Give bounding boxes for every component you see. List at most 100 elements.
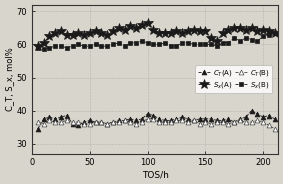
$S_x$(B)	[48, 47, 51, 49]
$S_x$(B)	[209, 43, 213, 46]
$C_T$(B)	[273, 128, 276, 130]
$C_T$(A)	[123, 119, 126, 122]
$C_T$(B)	[123, 119, 126, 122]
$C_T$(A)	[233, 121, 236, 123]
$C_T$(A)	[106, 123, 109, 125]
$S_x$(A)	[204, 30, 207, 32]
$C_T$(A)	[192, 119, 196, 122]
$C_T$(A)	[175, 118, 178, 120]
$C_T$(B)	[198, 123, 201, 125]
$S_x$(A)	[146, 22, 149, 24]
$C_T$(B)	[36, 121, 40, 123]
$C_T$(A)	[82, 121, 86, 123]
$C_T$(B)	[169, 121, 172, 123]
$S_x$(B)	[186, 42, 190, 44]
$S_x$(A)	[106, 33, 109, 36]
$S_x$(B)	[221, 42, 224, 44]
$S_x$(A)	[169, 32, 172, 34]
$S_x$(B)	[94, 43, 97, 46]
$C_T$(B)	[244, 121, 248, 123]
$S_x$(A)	[88, 32, 92, 34]
$S_x$(B)	[227, 42, 230, 44]
$S_x$(B)	[65, 47, 68, 49]
$C_T$(B)	[204, 121, 207, 123]
$S_x$(A)	[256, 30, 259, 32]
$S_x$(B)	[273, 32, 276, 34]
$C_T$(B)	[106, 123, 109, 125]
$C_T$(B)	[215, 121, 219, 123]
$C_T$(B)	[192, 119, 196, 122]
$S_x$(B)	[88, 45, 92, 47]
$C_T$(A)	[134, 119, 138, 122]
$S_x$(B)	[163, 42, 167, 44]
$S_x$(A)	[94, 30, 97, 32]
$S_x$(B)	[261, 35, 265, 37]
Line: $C_T$(B): $C_T$(B)	[35, 116, 277, 131]
$S_x$(B)	[117, 42, 121, 44]
Line: $S_x$(A): $S_x$(A)	[33, 18, 280, 51]
$C_T$(A)	[59, 116, 63, 118]
$S_x$(A)	[134, 27, 138, 29]
$S_x$(B)	[181, 42, 184, 44]
$S_x$(B)	[238, 40, 242, 42]
$C_T$(A)	[238, 118, 242, 120]
$S_x$(A)	[163, 32, 167, 34]
$S_x$(B)	[42, 48, 45, 51]
$S_x$(A)	[53, 32, 57, 34]
$S_x$(B)	[134, 42, 138, 44]
$S_x$(B)	[140, 40, 143, 42]
$S_x$(A)	[215, 40, 219, 42]
$C_T$(B)	[221, 121, 224, 123]
$C_T$(B)	[65, 119, 68, 122]
$S_x$(A)	[157, 32, 161, 34]
$C_T$(A)	[267, 114, 271, 117]
$C_T$(A)	[36, 128, 40, 130]
$S_x$(B)	[59, 45, 63, 47]
$C_T$(B)	[134, 123, 138, 125]
$C_T$(A)	[261, 116, 265, 118]
$C_T$(B)	[261, 121, 265, 123]
$C_T$(A)	[181, 116, 184, 118]
$S_x$(A)	[209, 37, 213, 39]
$C_T$(B)	[100, 121, 103, 123]
$S_x$(A)	[65, 33, 68, 36]
$C_T$(B)	[48, 119, 51, 122]
Legend: $C_T$(A), $S_x$(A), $C_T$(B), $S_x$(B): $C_T$(A), $S_x$(A), $C_T$(B), $S_x$(B)	[195, 65, 272, 93]
$C_T$(B)	[117, 121, 121, 123]
$S_x$(B)	[192, 43, 196, 46]
$C_T$(B)	[94, 121, 97, 123]
$S_x$(A)	[244, 29, 248, 31]
$C_T$(B)	[157, 121, 161, 123]
$C_T$(A)	[204, 118, 207, 120]
$C_T$(B)	[146, 118, 149, 120]
$S_x$(B)	[100, 45, 103, 47]
$S_x$(B)	[175, 45, 178, 47]
$C_T$(A)	[100, 121, 103, 123]
$S_x$(B)	[169, 45, 172, 47]
$S_x$(B)	[36, 47, 40, 49]
$C_T$(A)	[250, 109, 253, 112]
$S_x$(A)	[261, 29, 265, 31]
$S_x$(B)	[244, 37, 248, 39]
$S_x$(A)	[238, 27, 242, 29]
$C_T$(A)	[221, 119, 224, 122]
$C_T$(A)	[140, 118, 143, 120]
$S_x$(A)	[181, 32, 184, 34]
$S_x$(A)	[175, 30, 178, 32]
$S_x$(B)	[198, 43, 201, 46]
$C_T$(B)	[42, 123, 45, 125]
$C_T$(A)	[65, 114, 68, 117]
$C_T$(A)	[169, 119, 172, 122]
$S_x$(B)	[82, 45, 86, 47]
Line: $S_x$(B): $S_x$(B)	[35, 31, 277, 52]
$S_x$(A)	[82, 33, 86, 36]
$S_x$(B)	[215, 45, 219, 47]
$C_T$(B)	[256, 119, 259, 122]
$C_T$(A)	[227, 118, 230, 120]
$C_T$(B)	[77, 121, 80, 123]
$S_x$(B)	[256, 40, 259, 42]
$S_x$(B)	[123, 45, 126, 47]
$C_T$(B)	[267, 124, 271, 127]
$C_T$(A)	[186, 118, 190, 120]
$S_x$(B)	[152, 43, 155, 46]
